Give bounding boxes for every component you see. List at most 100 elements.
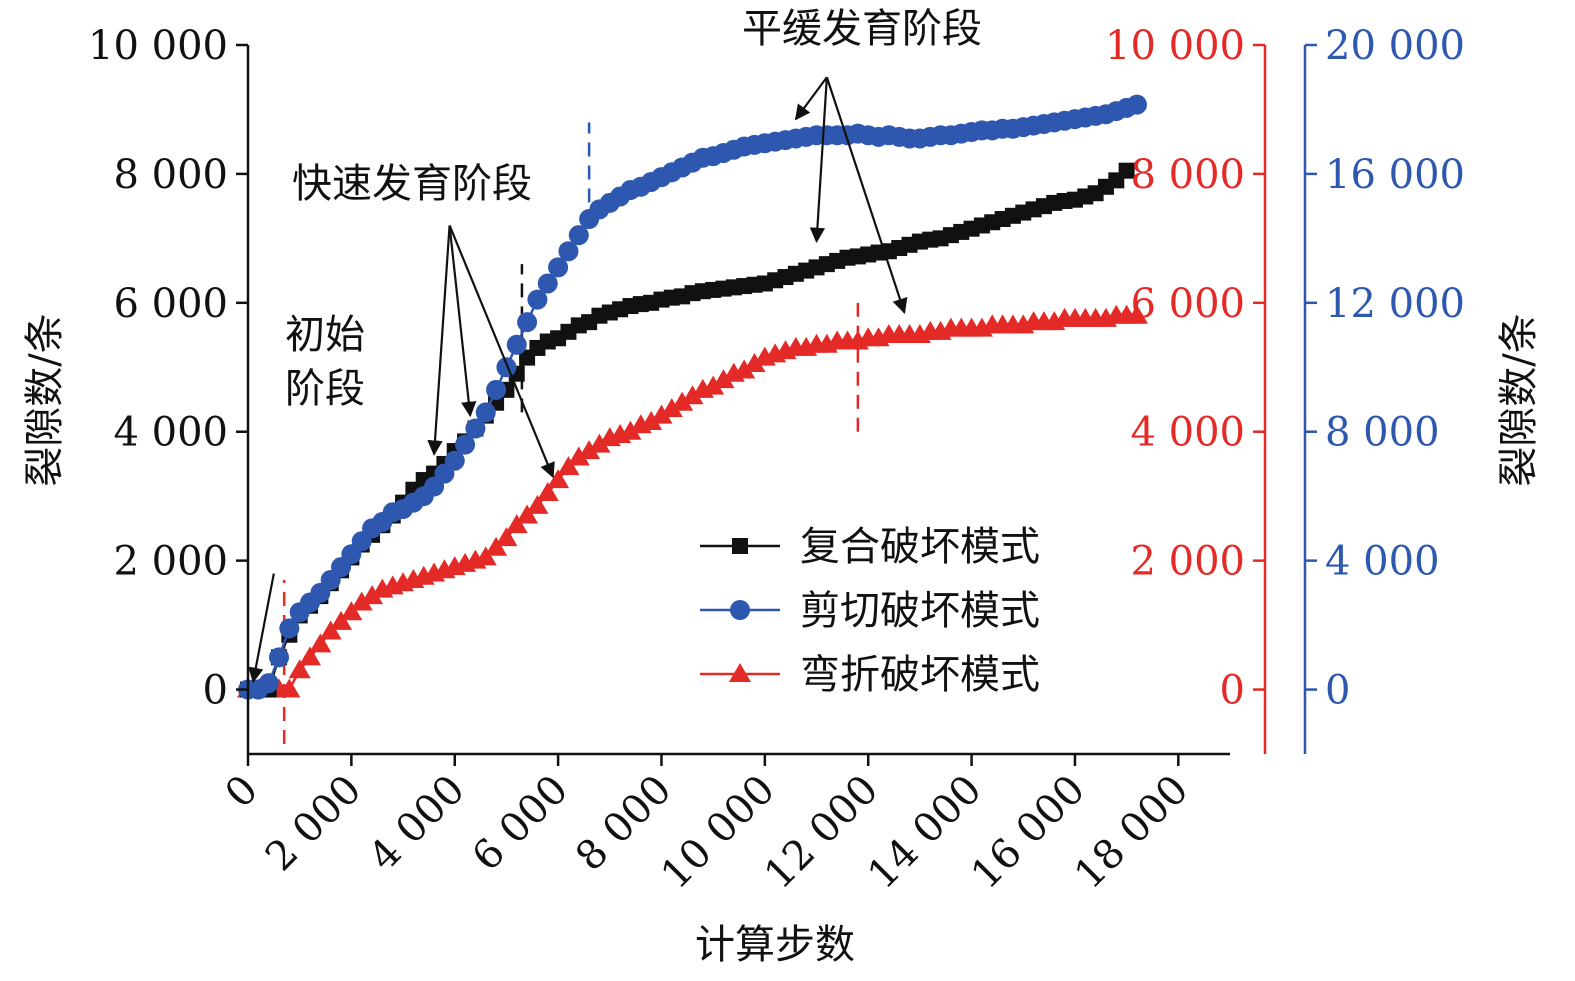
data-point: [536, 481, 559, 501]
y-left-tick-label: 4 000: [113, 410, 228, 456]
legend-label: 弯折破坏模式: [800, 652, 1040, 698]
y-left-tick-label: 10 000: [88, 23, 228, 69]
x-tick-label: 12 000: [756, 767, 887, 898]
data-point: [557, 456, 580, 476]
plot-area: [237, 94, 1148, 744]
legend-marker: [730, 600, 750, 620]
data-point: [465, 418, 486, 439]
data-point: [505, 514, 528, 534]
data-point: [516, 504, 539, 524]
y-axis-left: 0 2 000 4 000 6 000 8 000 10 000: [88, 23, 250, 754]
annotation-arrow: [248, 573, 275, 684]
x-tick-label: 18 000: [1066, 767, 1197, 898]
data-point: [258, 673, 279, 694]
data-point: [712, 369, 735, 389]
data-point: [681, 385, 704, 405]
data-point: [330, 610, 353, 630]
data-point: [558, 241, 579, 262]
data-point: [278, 678, 301, 698]
data-point: [1126, 94, 1147, 115]
data-point: [650, 404, 673, 424]
legend-label: 剪切破坏模式: [800, 588, 1040, 634]
x-tick-label: 10 000: [652, 767, 783, 898]
data-point: [567, 446, 590, 466]
data-point: [588, 433, 611, 453]
data-point: [288, 659, 311, 679]
data-point: [279, 618, 300, 639]
initial-stage-label: 阶段: [285, 366, 365, 412]
data-point: [319, 620, 342, 640]
y-left-tick-label: 6 000: [113, 281, 228, 327]
annotation-arrow: [427, 225, 451, 456]
y-blue-tick-label: 12 000: [1325, 281, 1465, 327]
y-blue-tick-label: 20 000: [1325, 23, 1465, 69]
data-point: [340, 601, 363, 621]
data-point: [733, 359, 756, 379]
x-tick-label: 0: [217, 767, 268, 818]
data-point: [269, 647, 290, 668]
y-red-tick-label: 10 000: [1105, 23, 1245, 69]
data-point: [527, 289, 548, 310]
y-blue-tick-label: 4 000: [1325, 539, 1440, 585]
legend-marker: [729, 663, 751, 682]
data-point: [444, 450, 465, 471]
annotation-arrow: [825, 76, 908, 314]
data-point: [526, 494, 549, 514]
data-point: [548, 257, 569, 278]
y-blue-tick-label: 16 000: [1325, 152, 1465, 198]
initial-stage-label: 初始: [285, 312, 365, 358]
data-point: [361, 585, 384, 605]
data-point: [1125, 304, 1148, 324]
x-tick-label: 16 000: [963, 767, 1094, 898]
data-point: [1118, 162, 1135, 179]
series-triangle: [237, 304, 1148, 698]
data-point: [578, 440, 601, 460]
annotation-arrow: [794, 76, 828, 121]
legend-item: 剪切破坏模式: [700, 588, 1040, 634]
annotation-arrow: [448, 225, 477, 418]
y-axis-right-title: 裂隙数/条: [1496, 313, 1542, 486]
x-axis-title: 计算步数: [695, 922, 855, 968]
data-point: [743, 353, 766, 373]
y-red-tick-label: 8 000: [1130, 152, 1245, 198]
y-axis-right-red: 0 2 000 4 000 6 000 8 000 10 000: [1105, 23, 1267, 754]
data-point: [496, 357, 517, 378]
data-point: [309, 633, 332, 653]
data-point: [506, 334, 527, 355]
data-point: [702, 375, 725, 395]
x-tick-label: 2 000: [257, 767, 371, 881]
y-left-tick-label: 2 000: [113, 539, 228, 585]
data-point: [485, 536, 508, 556]
annotation-arrow: [809, 77, 828, 244]
data-point: [474, 546, 497, 566]
data-point: [568, 225, 589, 246]
y-left-tick-label: 0: [203, 668, 228, 714]
data-point: [455, 434, 476, 455]
legend-item: 复合破坏模式: [700, 524, 1040, 570]
data-point: [537, 273, 558, 294]
y-red-tick-label: 4 000: [1130, 410, 1245, 456]
x-tick-label: 4 000: [360, 767, 474, 881]
data-point: [486, 379, 507, 400]
data-point: [517, 312, 538, 333]
legend-item: 弯折破坏模式: [700, 652, 1040, 698]
data-point: [475, 402, 496, 423]
annotation-arrow: [448, 225, 555, 479]
data-point: [671, 391, 694, 411]
y-axis-right-blue: 0 4 000 8 000 12 000 16 000 20 000: [1303, 23, 1465, 754]
data-point: [660, 398, 683, 418]
y-left-tick-label: 8 000: [113, 152, 228, 198]
series-circle: [238, 94, 1147, 700]
data-point: [547, 469, 570, 489]
y-red-tick-label: 0: [1220, 668, 1245, 714]
x-tick-label: 6 000: [464, 767, 578, 881]
y-red-tick-label: 2 000: [1130, 539, 1245, 585]
data-point: [495, 527, 518, 547]
rapid-stage-label: 快速发育阶段: [292, 161, 532, 207]
gentle-stage-label: 平缓发育阶段: [742, 6, 982, 52]
y-blue-tick-label: 8 000: [1325, 410, 1440, 456]
